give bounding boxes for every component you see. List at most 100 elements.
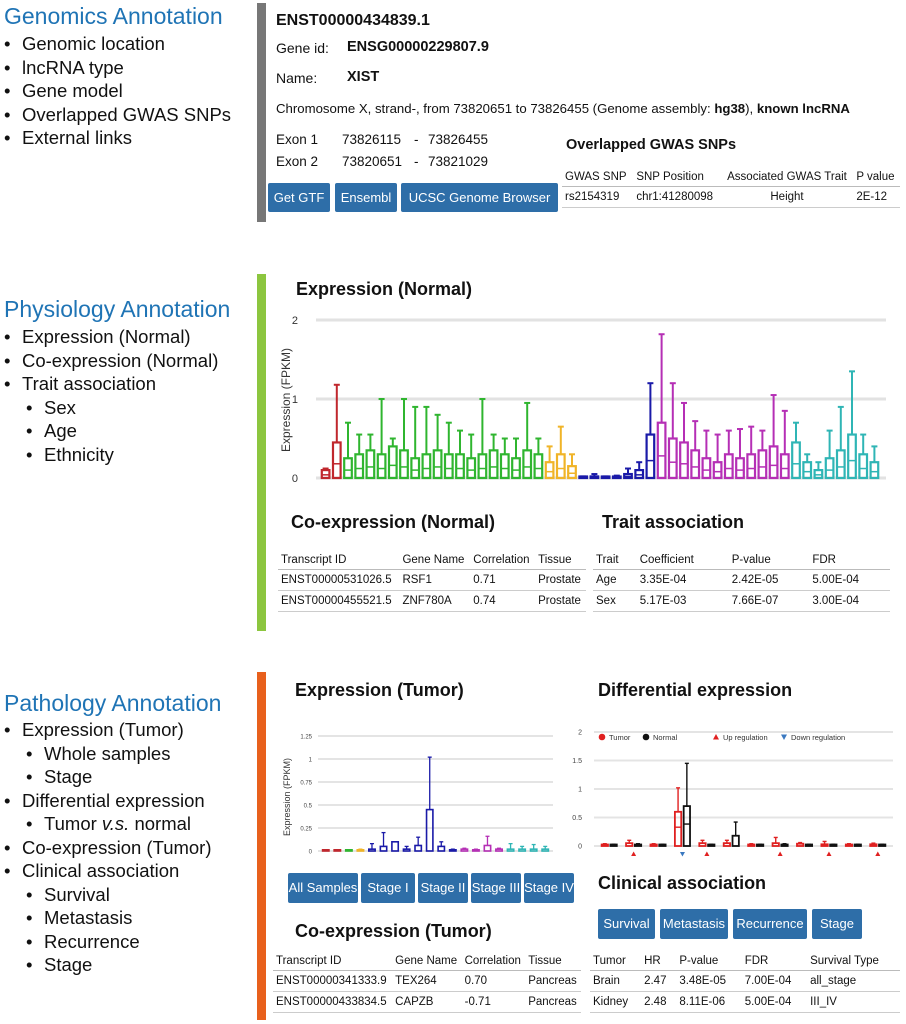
- table-row: ENST00000455521.5 ZNF780A 0.74 Prostate: [278, 590, 586, 612]
- box-plot: [437, 841, 446, 852]
- column-header: FDR: [809, 551, 890, 570]
- pathology-outline: Expression (Tumor)Whole samplesStageDiff…: [4, 718, 212, 977]
- outline-item: Recurrence: [4, 930, 212, 954]
- box-plot: [701, 429, 712, 480]
- column-header: Survival Type: [807, 952, 900, 971]
- column-header: Trait: [593, 551, 637, 570]
- box-plot: [847, 370, 857, 480]
- box-pair: [673, 762, 691, 847]
- table-cell: 7.66E-07: [728, 590, 810, 612]
- up-regulation-marker: [777, 851, 783, 856]
- box-plot: [634, 461, 645, 480]
- box-plot: [477, 398, 488, 480]
- box-plot: [824, 429, 835, 480]
- button-stage-iii[interactable]: Stage III: [471, 873, 521, 903]
- outline-item: Gene model: [4, 79, 231, 103]
- column-header: SNP Position: [633, 168, 721, 187]
- table-cell: 2.47: [641, 970, 677, 992]
- table-cell: 3.00E-04: [809, 590, 890, 612]
- table-cell: Age: [593, 569, 637, 591]
- table-cell: Pancreas: [525, 970, 581, 992]
- outline-item: Metastasis: [4, 906, 212, 930]
- table-cell: Prostate: [535, 590, 586, 612]
- location-text: Chromosome X, strand-, from 73820651 to …: [276, 101, 715, 116]
- y-tick-label: 1: [309, 758, 313, 764]
- get-gtf-button[interactable]: Get GTF: [268, 183, 330, 212]
- box-plot: [567, 453, 577, 480]
- box-pair: [869, 842, 887, 847]
- box-plot: [578, 475, 589, 480]
- table-cell: all_stage: [807, 970, 900, 992]
- box-pair: [771, 836, 789, 847]
- table-cell: 5.00E-04: [809, 569, 890, 591]
- expression-normal-chart: 0 1 2 Expression (FPKM): [279, 315, 886, 485]
- button-survival[interactable]: Survival: [598, 909, 655, 939]
- column-header: Transcript ID: [278, 551, 400, 570]
- column-header: Tissue: [535, 551, 586, 570]
- exon-1-end: 73826455: [428, 132, 489, 147]
- coexpression-normal-title: Co-expression (Normal): [291, 512, 496, 532]
- ensembl-button[interactable]: Ensembl: [335, 183, 397, 212]
- button-recurrence[interactable]: Recurrence: [733, 909, 807, 939]
- box-plot: [712, 433, 723, 480]
- coexpression-tumor-title: Co-expression (Tumor): [295, 921, 492, 941]
- table-row: Brain 2.47 3.48E-05 7.00E-04 all_stage: [590, 970, 900, 992]
- box-plot: [511, 437, 521, 480]
- gwas-table: GWAS SNP SNP Position Associated GWAS Trai…: [562, 168, 900, 208]
- button-stage[interactable]: Stage: [812, 909, 862, 939]
- column-header: Tissue: [525, 952, 581, 971]
- box-plot: [356, 848, 365, 852]
- button-all-samples[interactable]: All Samples: [288, 873, 358, 903]
- exon-1-start: 73826115: [342, 132, 402, 147]
- genome-assembly: hg38: [714, 101, 746, 116]
- y-tick-label: 2: [292, 315, 298, 327]
- gene-id-label: Gene id:: [276, 40, 329, 56]
- table-header-row: Transcript ID Gene Name Correlation Tissue: [273, 952, 581, 971]
- exon-1-sep: -: [414, 132, 419, 147]
- physiology-outline: Expression (Normal)Co-expression (Normal…: [4, 325, 218, 466]
- gwas-title: Overlapped GWAS SNPs: [566, 137, 737, 153]
- ucsc-genome-browser-button[interactable]: UCSC Genome Browser: [401, 183, 558, 212]
- exon-2-end: 73821029: [428, 154, 489, 169]
- box-plot: [869, 445, 880, 480]
- table-cell: 8.11E-06: [676, 991, 742, 1013]
- outline-item: External links: [4, 126, 231, 150]
- vs-italic: v.s.: [101, 813, 130, 834]
- table-cell: ENST00000455521.5: [278, 590, 400, 612]
- outline-item: Clinical association: [4, 859, 212, 883]
- box-plot: [533, 437, 544, 480]
- button-stage-ii[interactable]: Stage II: [418, 873, 468, 903]
- button-stage-i[interactable]: Stage I: [361, 873, 415, 903]
- table-cell: 0.74: [470, 590, 536, 612]
- up-regulation-marker: [826, 851, 832, 856]
- box-plot: [320, 467, 331, 480]
- exon-1-label: Exon 1: [276, 132, 319, 147]
- box-plot: [443, 421, 454, 480]
- legend-label: Up regulation: [723, 733, 768, 742]
- button-stage-iv[interactable]: Stage IV: [524, 873, 574, 903]
- y-tick-label: 1.5: [572, 758, 582, 765]
- y-tick-label: 0.5: [572, 815, 582, 822]
- y-tick-label: 0: [309, 850, 313, 856]
- column-header: HR: [641, 952, 677, 971]
- outline-item: Tumor v.s. normal: [4, 812, 212, 836]
- box-plot: [354, 433, 365, 480]
- table-row: ENST00000433834.5 CAPZB -0.71 Pancreas: [273, 991, 581, 1013]
- table-cell: Brain: [590, 970, 642, 992]
- y-tick-label: 0.75: [300, 781, 312, 787]
- box-plot: [425, 756, 434, 852]
- y-tick-label: 0: [578, 844, 582, 851]
- table-cell: RSF1: [399, 569, 471, 591]
- box-plot: [460, 847, 469, 852]
- differential-expression-title: Differential expression: [598, 680, 793, 700]
- button-metastasis[interactable]: Metastasis: [660, 909, 728, 939]
- box-plot: [544, 445, 555, 480]
- box-plot: [488, 433, 499, 480]
- down-regulation-marker: [679, 852, 685, 857]
- column-header: P value: [853, 168, 900, 187]
- box-plot: [344, 849, 353, 852]
- box-plot: [448, 848, 457, 852]
- exon-2-start: 73820651: [342, 154, 403, 169]
- table-cell: 2.42E-05: [728, 569, 810, 591]
- box-plot: [813, 461, 824, 480]
